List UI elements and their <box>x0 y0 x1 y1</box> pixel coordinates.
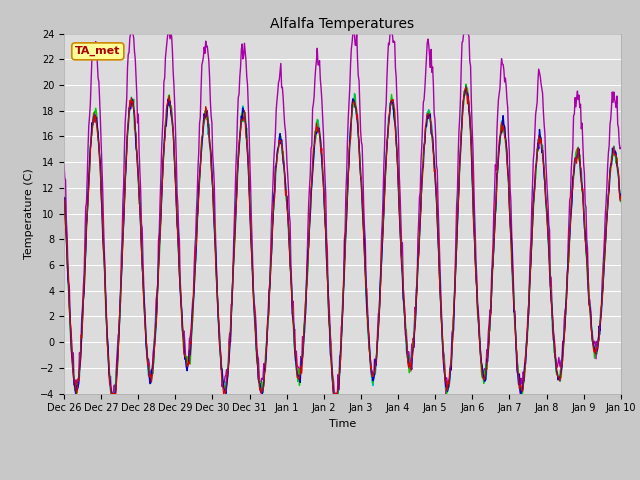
Legend: PanelT, HMP60, NR01_PRT, SonicT, AM25T_PRT: PanelT, HMP60, NR01_PRT, SonicT, AM25T_P… <box>148 476 537 480</box>
Title: Alfalfa Temperatures: Alfalfa Temperatures <box>270 17 415 31</box>
X-axis label: Time: Time <box>329 419 356 429</box>
Text: TA_met: TA_met <box>75 46 120 57</box>
Y-axis label: Temperature (C): Temperature (C) <box>24 168 35 259</box>
